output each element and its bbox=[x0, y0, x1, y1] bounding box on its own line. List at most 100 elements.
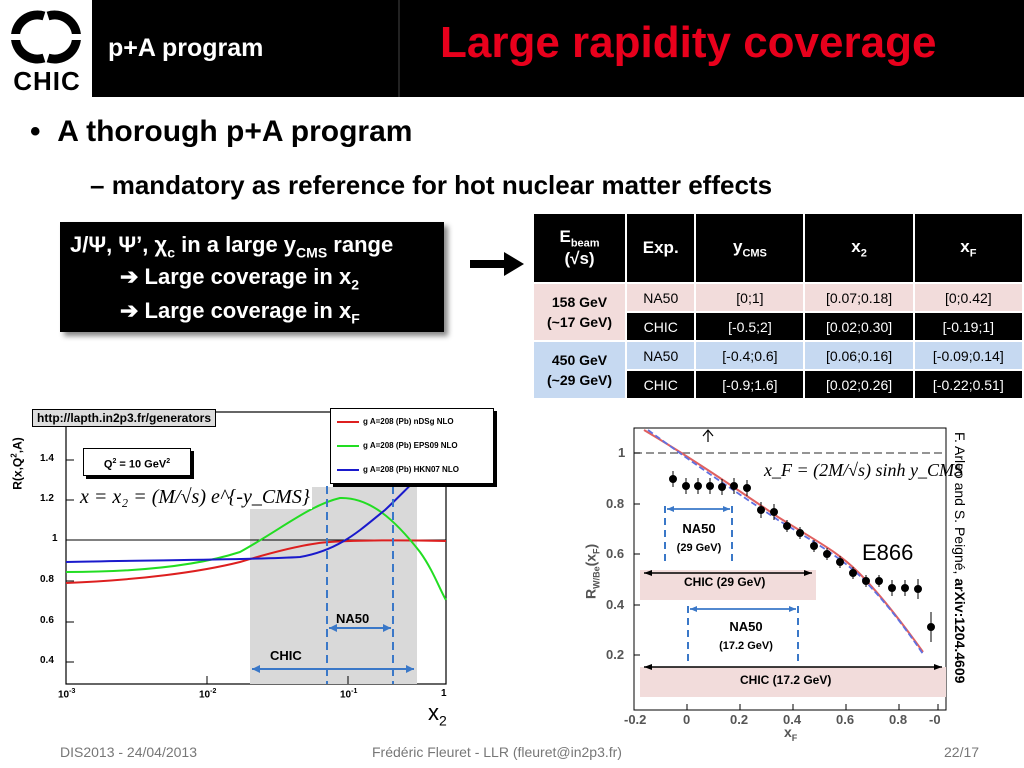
program-label: p+A program bbox=[108, 34, 264, 62]
right-xtick: 0.2 bbox=[730, 712, 749, 727]
citation-authors: F. Arleo and S. Peigné, bbox=[952, 432, 968, 579]
right-xticks bbox=[633, 704, 939, 710]
right-ytick: 0.8 bbox=[606, 496, 625, 511]
right-yticks bbox=[634, 452, 640, 656]
na50-29-head-r bbox=[723, 506, 730, 512]
bullet-2: – mandatory as reference for hot nuclear… bbox=[90, 170, 772, 201]
th-xf-x: x bbox=[960, 236, 970, 256]
box-line-1-sub2: CMS bbox=[296, 244, 328, 261]
th-ycms-y: y bbox=[732, 236, 743, 256]
chic-arrow-head-r bbox=[406, 665, 414, 673]
th-ebeam-e: E bbox=[559, 226, 571, 246]
right-ytick: 1 bbox=[618, 445, 626, 460]
th-x2-sub: 2 bbox=[860, 247, 867, 260]
box-line-2-sub: 2 bbox=[351, 276, 359, 293]
footer-author: Frédéric Fleuret - LLR (fleuret@in2p3.fr… bbox=[372, 744, 622, 760]
e866-label: E866 bbox=[862, 540, 914, 565]
left-ytick: 0.6 bbox=[40, 615, 54, 626]
bullet-2-text: mandatory as reference for hot nuclear m… bbox=[111, 170, 773, 200]
table-cell: [-0.22;0.51] bbox=[912, 369, 1024, 400]
right-ylabel-close: ) bbox=[582, 543, 599, 549]
right-ylabel: RW/Be(xF) bbox=[583, 521, 602, 621]
group-450-a: 450 GeV bbox=[551, 352, 608, 368]
table-cell: [0;1] bbox=[694, 282, 806, 313]
xtick-base: 10 bbox=[340, 689, 352, 701]
chic29-head-l bbox=[644, 570, 652, 576]
th-x2-x: x bbox=[851, 236, 861, 256]
left-ytick: 1.4 bbox=[40, 453, 54, 464]
footer-page-number: 22/17 bbox=[944, 744, 980, 760]
blue-curve bbox=[65, 479, 417, 563]
chic-label: CHIC bbox=[270, 648, 302, 663]
right-xtick: 0.8 bbox=[889, 712, 908, 727]
right-xtick: 0.4 bbox=[783, 712, 802, 727]
left-xtick: 1 bbox=[441, 688, 447, 699]
th-ycms-sub: CMS bbox=[742, 247, 767, 260]
q2-sup2: 2 bbox=[166, 458, 171, 465]
chic-17-label: CHIC (17.2 GeV) bbox=[740, 673, 832, 687]
box-line-3-sub: F bbox=[351, 310, 360, 327]
legend-item-ndsg: g A=208 (Pb) nDSg NLO bbox=[337, 417, 454, 426]
box-line-1b: in a large y bbox=[174, 232, 297, 257]
logo-text: CHIC bbox=[13, 66, 81, 96]
xtick-base: 10 bbox=[58, 689, 70, 701]
left-xticks bbox=[65, 676, 349, 684]
header-divider bbox=[398, 0, 400, 97]
q2-sup: 2 bbox=[112, 458, 117, 465]
right-xlabel-x: x bbox=[784, 724, 792, 740]
right-ylabel-end: (x bbox=[582, 553, 599, 567]
right-xtick: 0.6 bbox=[836, 712, 855, 727]
left-ylabel-end: ,A) bbox=[10, 437, 25, 454]
left-ytick: 0.8 bbox=[40, 574, 54, 585]
chic29-head-r bbox=[804, 570, 812, 576]
chic17-band bbox=[640, 667, 946, 697]
chic-29-label: CHIC (29 GeV) bbox=[684, 575, 766, 589]
chic-arrow-head-l bbox=[252, 665, 260, 673]
box-line-1c: range bbox=[327, 232, 394, 257]
na50-17-a: NA50 bbox=[729, 619, 763, 634]
left-xtick: 10-1 bbox=[340, 688, 357, 700]
legend-red-swatch bbox=[337, 420, 359, 423]
q2-end: = 10 GeV bbox=[116, 458, 167, 471]
right-ylabel-r: R bbox=[582, 588, 599, 600]
table-cell: [0.07;0.18] bbox=[803, 282, 915, 313]
group-450-b: (~29 GeV) bbox=[547, 372, 612, 388]
na50-29-b: (29 GeV) bbox=[676, 542, 722, 554]
chic17-head-r bbox=[934, 664, 942, 670]
na50-arrow-head-l bbox=[329, 624, 337, 632]
table-cell: [-0.5;2] bbox=[694, 311, 806, 342]
right-ytick: 0.2 bbox=[606, 647, 625, 662]
legend-label-eps09: g A=208 (Pb) EPS09 NLO bbox=[363, 441, 458, 450]
chic-logo-icon bbox=[6, 10, 86, 64]
left-xlabel: x2 bbox=[428, 700, 447, 728]
slide-header: CHIC p+A program Large rapidity coverage bbox=[0, 0, 1024, 97]
box-line-1a: J/Ψ, Ψ’, χ bbox=[70, 232, 168, 257]
box-line-1-sub: c bbox=[167, 244, 175, 261]
x2-formula: x = x₂ = (M/√s) e^{-y_CMS} bbox=[78, 486, 312, 509]
na50-17-head-r bbox=[789, 606, 796, 612]
table-cell: [-0.9;1.6] bbox=[694, 369, 806, 400]
left-ylabel-sup: 2 bbox=[9, 453, 19, 458]
coverage-box: J/Ψ, Ψ’, χc in a large yCMS range ➔ Larg… bbox=[60, 222, 444, 332]
left-xlabel-x: x bbox=[428, 700, 439, 725]
xtick-sup: -2 bbox=[210, 688, 217, 695]
right-xlabel-sub: F bbox=[791, 732, 798, 743]
xtick-sup: -1 bbox=[351, 688, 358, 695]
dash-icon: – bbox=[90, 170, 105, 200]
box-line-3-text: ➔ Large coverage in x bbox=[120, 298, 352, 323]
legend-item-hkn07: g A=208 (Pb) HKN07 NLO bbox=[337, 465, 459, 474]
right-ytick: 0.6 bbox=[606, 546, 625, 561]
box-line-2: ➔ Large coverage in x2 bbox=[120, 264, 359, 292]
legend-blue-swatch bbox=[337, 468, 359, 471]
left-ylabel: R(x,Q2,A) bbox=[10, 419, 25, 509]
right-xlabel: xF bbox=[784, 724, 797, 743]
left-ytick: 1 bbox=[52, 533, 58, 544]
green-curve bbox=[65, 496, 447, 601]
th-xf: xF bbox=[912, 212, 1024, 284]
q2-box: Q2 = 10 GeV2 bbox=[83, 448, 191, 476]
chic29-band bbox=[640, 570, 816, 600]
footer-date: DIS2013 - 24/04/2013 bbox=[60, 744, 197, 760]
table-cell: [0;0.42] bbox=[912, 282, 1024, 313]
na50-17-b: (17.2 GeV) bbox=[719, 640, 773, 652]
right-xtick: -0.2 bbox=[624, 712, 647, 727]
